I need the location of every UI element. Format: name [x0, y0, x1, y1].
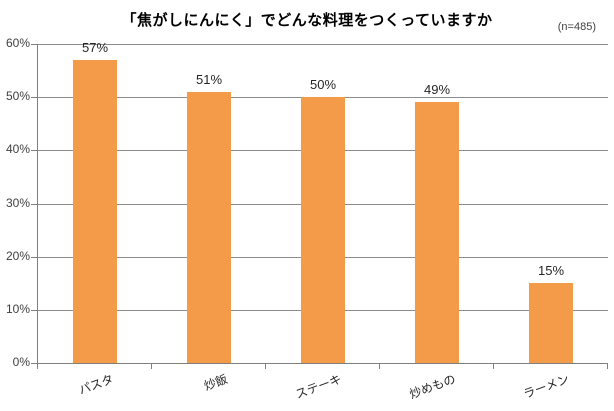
x-axis-label: 炒めもの [407, 371, 458, 402]
bar-value-label: 57% [81, 39, 109, 55]
bar-value-label: 15% [537, 263, 565, 279]
y-axis-tick-label: 50% [5, 89, 30, 104]
bar-value-label: 49% [423, 82, 451, 98]
x-axis-tick [379, 364, 380, 369]
x-axis-tick [607, 364, 608, 369]
y-axis-tick-label: 10% [5, 301, 30, 316]
bar [415, 102, 459, 363]
y-axis-tick [31, 150, 37, 152]
y-axis-tick-label: 0% [12, 355, 30, 369]
y-axis-tick [31, 203, 37, 205]
x-axis-tick [37, 364, 38, 369]
y-axis-tick [31, 309, 37, 311]
x-axis-tick [151, 364, 152, 369]
bar [187, 91, 231, 363]
y-axis-tick [31, 97, 37, 99]
x-axis-label: ラーメン [522, 371, 572, 402]
bar [301, 97, 345, 363]
bar [73, 59, 117, 363]
y-axis-tick [31, 256, 37, 258]
x-axis-label: ステーキ [293, 371, 344, 402]
plot-area: 57% 51% 50% 49% 15% [37, 40, 608, 364]
y-axis-tick [31, 44, 37, 45]
y-axis-tick-label: 60% [5, 36, 30, 50]
y-axis-tick [31, 363, 37, 364]
x-axis-label: 炒飯 [202, 371, 230, 394]
x-axis-tick [265, 364, 266, 369]
y-axis-tick-label: 20% [5, 248, 30, 263]
bar [529, 283, 573, 363]
bar-value-label: 50% [309, 77, 337, 93]
sample-size-note: (n=485) [557, 21, 596, 33]
gridline [38, 44, 608, 45]
y-axis-tick-label: 30% [5, 195, 30, 210]
bar-value-label: 51% [195, 71, 223, 87]
chart-title: 「焦がしにんにく」でどんな料理をつくっていますか [121, 12, 493, 29]
x-axis-tick [493, 364, 494, 369]
y-axis-tick-label: 40% [5, 142, 30, 157]
x-axis-label: パスタ [76, 371, 116, 398]
